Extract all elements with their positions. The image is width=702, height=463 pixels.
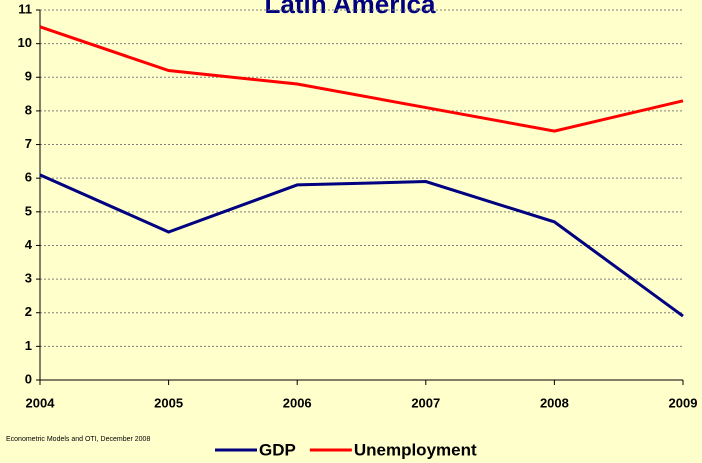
x-tick-label: 2004 — [26, 395, 56, 410]
x-tick-label: 2009 — [669, 395, 698, 410]
y-tick-label: 4 — [25, 237, 33, 252]
y-tick-label: 9 — [25, 69, 32, 84]
y-tick-label: 6 — [25, 170, 32, 185]
series-line — [39, 173, 684, 318]
y-tick-label: 5 — [25, 203, 32, 218]
x-tick-label: 2006 — [283, 395, 312, 410]
y-tick-label: 7 — [25, 136, 32, 151]
y-tick-label: 3 — [25, 271, 32, 286]
y-tick-label: 10 — [18, 35, 32, 50]
y-tick-label: 11 — [18, 1, 32, 16]
y-tick-label: 0 — [25, 371, 32, 386]
legend-label: GDP — [259, 440, 296, 459]
x-tick-label: 2005 — [154, 395, 183, 410]
legend-label: Unemployment — [354, 440, 477, 459]
x-tick-label: 2008 — [540, 395, 569, 410]
series-line — [39, 25, 684, 133]
x-tick-label: 2007 — [411, 395, 440, 410]
chart-title: Latin America — [265, 0, 437, 19]
source-note: Econometric Models and OTI, December 200… — [6, 436, 150, 443]
y-tick-label: 2 — [25, 304, 32, 319]
y-tick-label: 8 — [25, 102, 32, 117]
y-tick-label: 1 — [25, 338, 32, 353]
